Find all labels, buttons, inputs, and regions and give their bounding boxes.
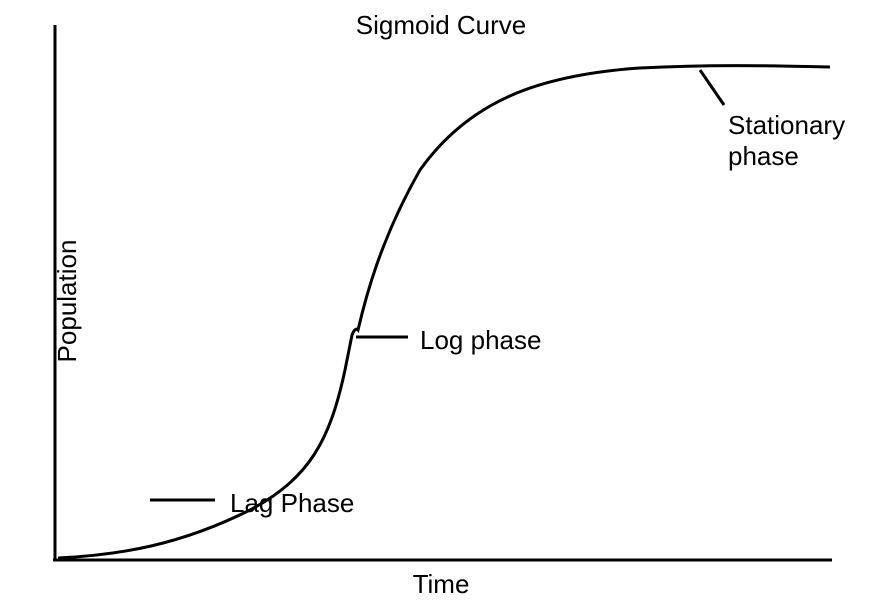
- log-phase-label: Log phase: [420, 325, 541, 356]
- sigmoid-curve: [58, 66, 830, 558]
- stationary-phase-label: Stationary phase: [728, 110, 845, 172]
- sigmoid-chart: Sigmoid Curve Population Time Lag Phase …: [0, 0, 882, 602]
- chart-svg: [0, 0, 882, 602]
- lag-phase-label: Lag Phase: [230, 488, 354, 519]
- stationary-phase-connector: [700, 70, 724, 105]
